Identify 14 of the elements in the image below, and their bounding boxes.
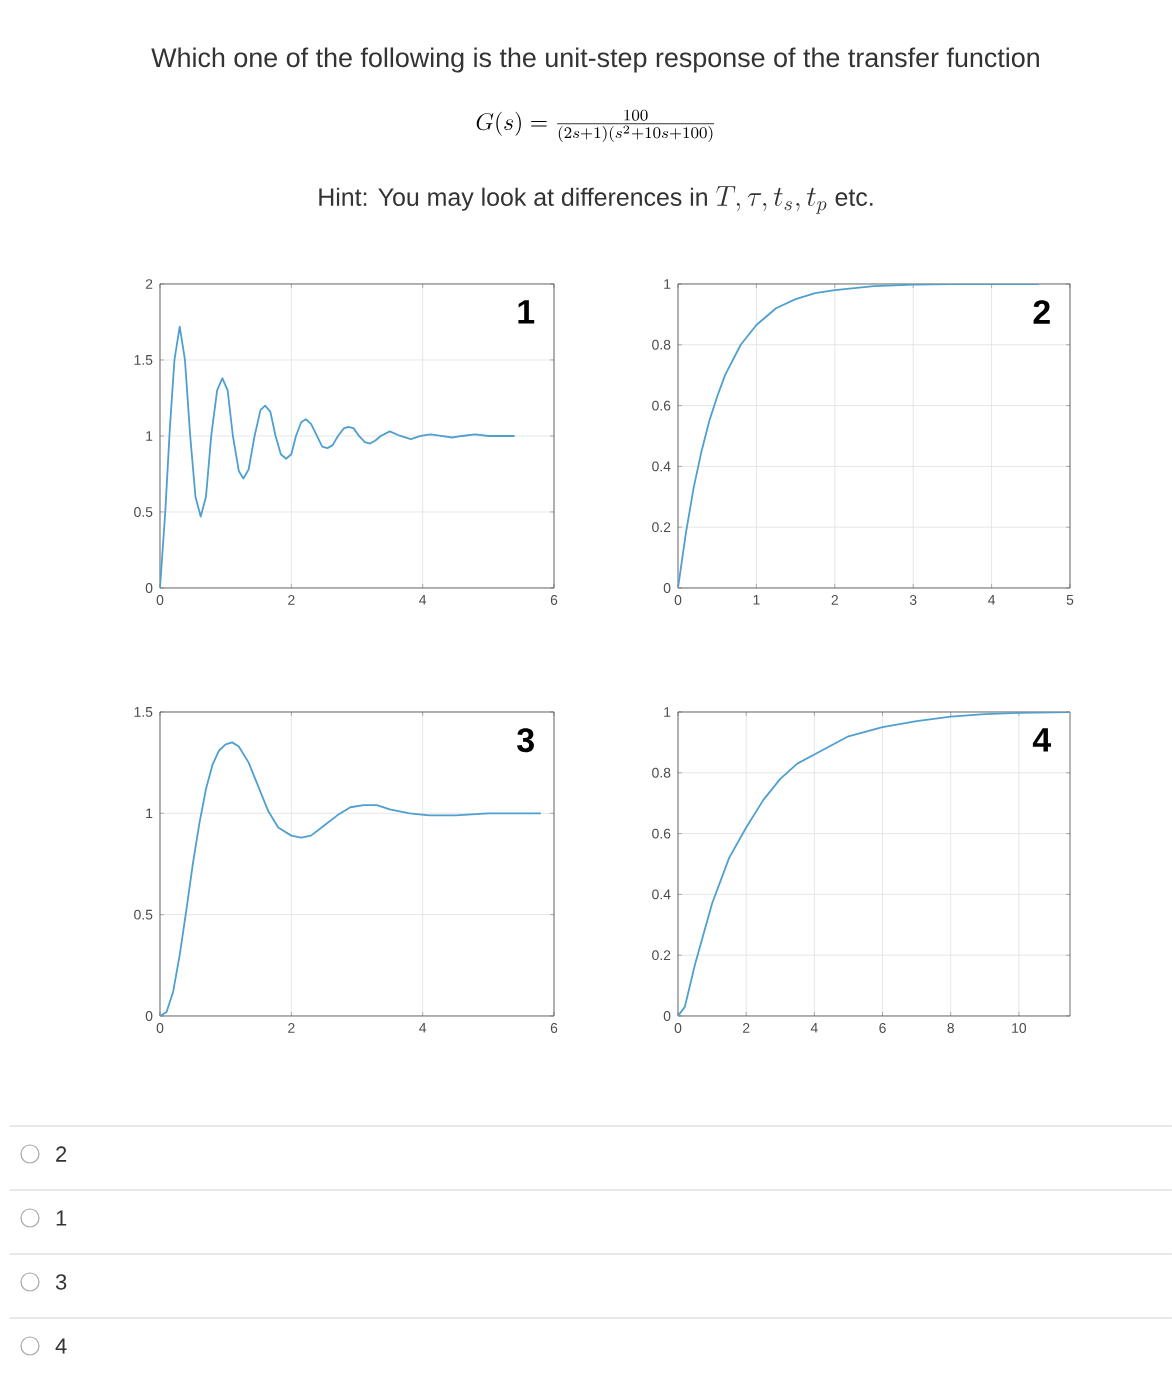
text: 4 [55, 1338, 67, 1354]
text: etc. [835, 189, 873, 206]
text: Hint: You may look at differences in [319, 187, 707, 211]
text: Which one of the following is the unit-step response of the transfer function [151, 47, 1039, 73]
annotation: 4 [1032, 728, 1052, 752]
text: $G(s) = \frac{100}{(2s+1)(s^2+10s+100)}$ [476, 109, 715, 142]
text: $T, \tau, t_s, t_p$ [716, 186, 827, 214]
text: 1 [56, 1210, 67, 1226]
annotation: 1 [518, 300, 535, 324]
annotation: 3 [517, 728, 534, 753]
annotation: 2 [1033, 300, 1050, 324]
text: 3 [55, 1274, 67, 1290]
text: 2 [56, 1146, 67, 1162]
line-series [678, 711, 1071, 1016]
